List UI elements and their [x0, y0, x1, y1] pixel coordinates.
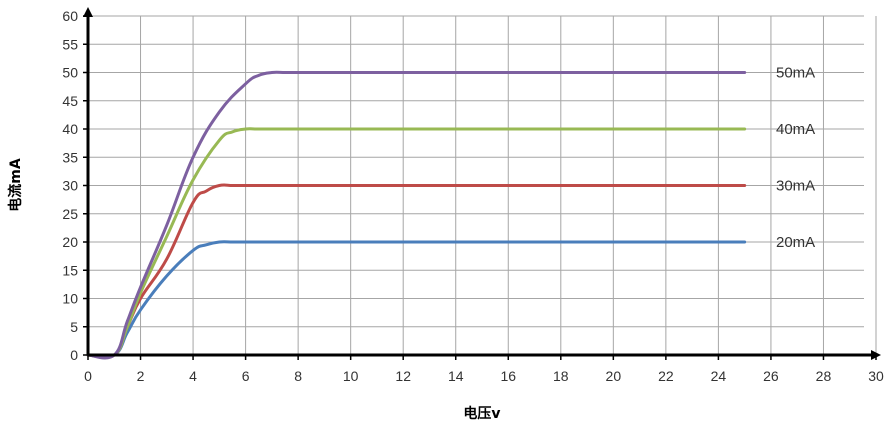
y-tick-label: 0 — [70, 347, 78, 363]
y-tick-label: 40 — [62, 121, 78, 137]
x-tick-label: 8 — [294, 368, 302, 384]
y-tick-label: 5 — [70, 319, 78, 335]
x-tick-label: 26 — [763, 368, 779, 384]
x-tick-label: 18 — [553, 368, 569, 384]
x-tick-label: 24 — [711, 368, 727, 384]
y-tick-label: 25 — [62, 206, 78, 222]
y-tick-label: 45 — [62, 93, 78, 109]
y-tick-label: 10 — [62, 291, 78, 307]
y-tick-label: 35 — [62, 149, 78, 165]
x-tick-label: 10 — [343, 368, 359, 384]
y-axis-title: 电流mA — [7, 158, 24, 212]
series-label-40mA: 40mA — [776, 121, 815, 138]
series-line-50mA — [86, 70, 747, 360]
x-tick-label: 30 — [868, 368, 884, 384]
series-line-40mA — [86, 127, 747, 359]
x-tick-label: 12 — [395, 368, 411, 384]
series-label-20mA: 20mA — [776, 234, 815, 251]
x-tick-label: 0 — [84, 368, 92, 384]
y-tick-label: 55 — [62, 36, 78, 52]
series-line-30mA — [86, 183, 747, 359]
series-label-30mA: 30mA — [776, 178, 815, 195]
y-tick-label: 20 — [62, 234, 78, 250]
series-label-50mA: 50mA — [776, 65, 815, 82]
series-line-20mA — [86, 240, 747, 359]
y-tick-label: 60 — [62, 8, 78, 24]
x-tick-label: 28 — [816, 368, 832, 384]
x-tick-label: 14 — [448, 368, 464, 384]
x-tick-label: 6 — [242, 368, 250, 384]
x-tick-label: 2 — [137, 368, 145, 384]
y-tick-label: 30 — [62, 178, 78, 194]
x-tick-label: 16 — [500, 368, 516, 384]
x-tick-label: 22 — [658, 368, 674, 384]
y-tick-label: 50 — [62, 65, 78, 81]
x-tick-label: 20 — [606, 368, 622, 384]
y-tick-label: 15 — [62, 262, 78, 278]
x-tick-label: 4 — [189, 368, 197, 384]
x-axis-title: 电压v — [463, 405, 500, 422]
